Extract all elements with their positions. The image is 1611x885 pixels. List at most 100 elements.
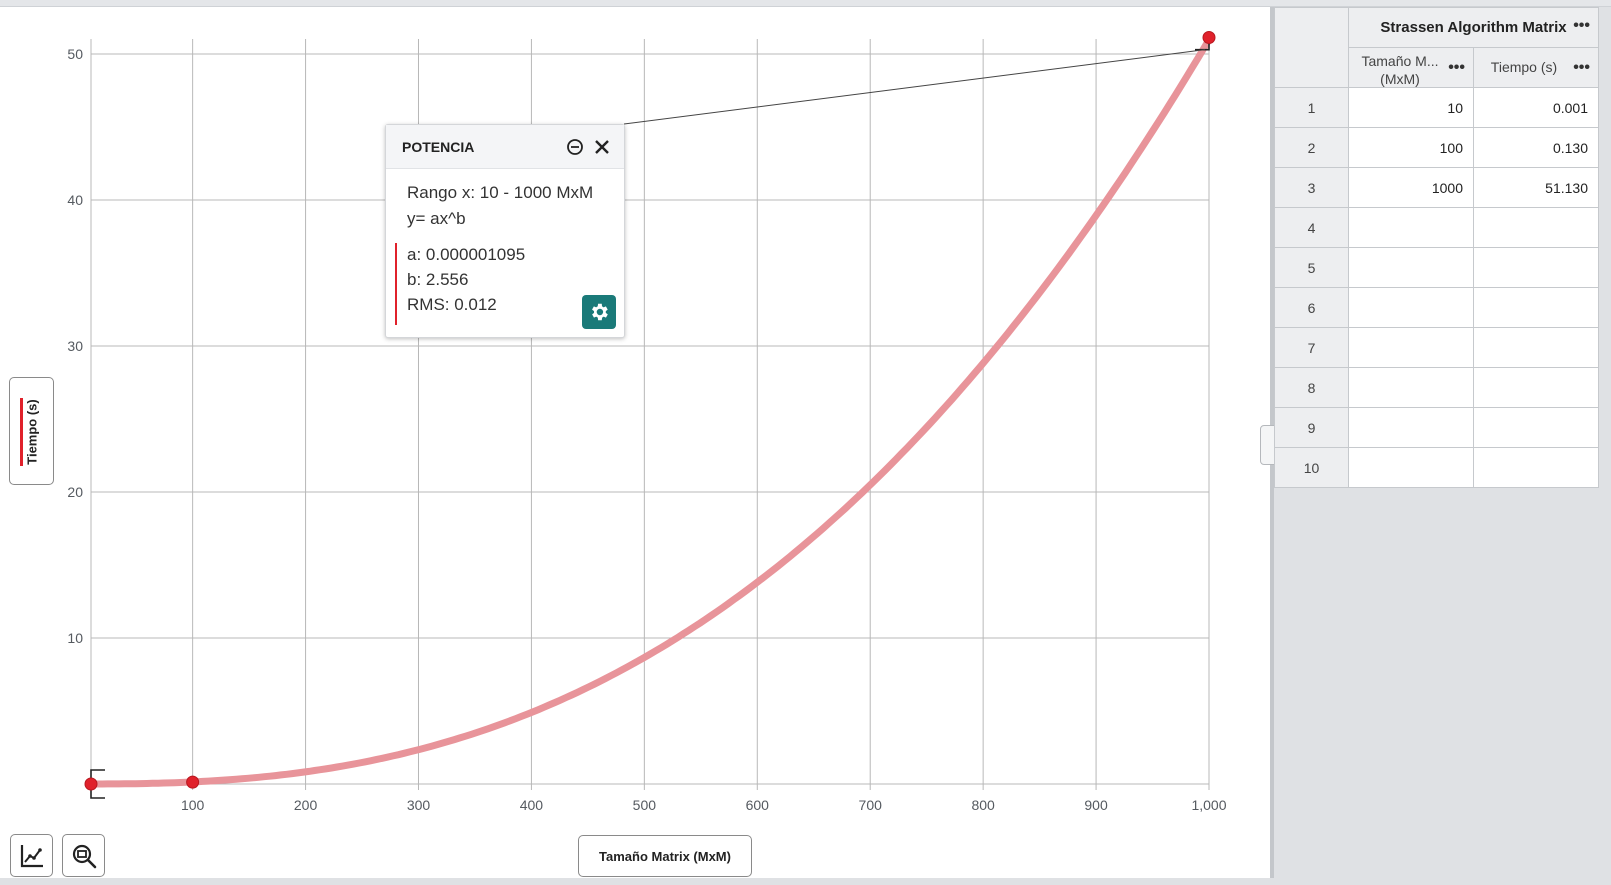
- row-number[interactable]: 2: [1274, 127, 1349, 168]
- more-horizontal-icon[interactable]: •••: [1448, 59, 1465, 76]
- fit-series-bar: [395, 243, 397, 325]
- cell-y[interactable]: [1473, 287, 1599, 328]
- fit-equation: y= ax^b: [407, 209, 466, 228]
- fit-range: Rango x: 10 - 1000 MxM: [407, 183, 594, 202]
- curve-fit-header: POTENCIA: [386, 125, 624, 169]
- table-row[interactable]: 2 100 0.130: [1274, 127, 1599, 168]
- cell-x[interactable]: [1348, 407, 1474, 448]
- data-point: [1202, 31, 1216, 45]
- row-number[interactable]: 3: [1274, 167, 1349, 208]
- cell-x[interactable]: [1348, 447, 1474, 488]
- column-x-unit: (MxM): [1380, 71, 1420, 87]
- row-number[interactable]: 6: [1274, 287, 1349, 328]
- x-tick-label: 200: [294, 797, 318, 813]
- x-tick-label: 100: [181, 797, 205, 813]
- top-bar: [0, 0, 1611, 7]
- column-y-name: Tiempo (s): [1490, 59, 1558, 75]
- table-row[interactable]: 1 10 0.001: [1274, 87, 1599, 128]
- graph-pane[interactable]: 100 200 300 400 500 600 700 800 900 1,000 10 20 30 40…: [0, 7, 1270, 878]
- table-row[interactable]: 10: [1274, 447, 1599, 488]
- x-tick-label: 700: [859, 797, 883, 813]
- y-axis-label: Tiempo (s): [24, 399, 40, 465]
- table-title-cell[interactable]: Strassen Algorithm Matrix •••: [1348, 7, 1599, 48]
- x-tick-label: 1,000: [1191, 797, 1226, 813]
- column-header-x[interactable]: Tamaño M... (MxM) •••: [1348, 47, 1474, 88]
- row-number[interactable]: 5: [1274, 247, 1349, 288]
- row-number[interactable]: 1: [1274, 87, 1349, 128]
- cell-x[interactable]: [1348, 327, 1474, 368]
- data-table: Strassen Algorithm Matrix ••• Tamaño M..…: [1274, 7, 1599, 488]
- fit-param-a: a: 0.000001095: [407, 245, 526, 264]
- curve-fit-title: POTENCIA: [402, 139, 475, 155]
- table-row[interactable]: 7: [1274, 327, 1599, 368]
- table-body: 1 10 0.001 2 100 0.130 3 1000 51.130 4 5 6 7 8 9 10: [1274, 87, 1599, 488]
- fit-param-b: b: 2.556: [407, 270, 469, 289]
- fit-curve: [87, 36, 1213, 788]
- column-x-name: Tamaño M...: [1361, 53, 1439, 69]
- cell-x[interactable]: [1348, 367, 1474, 408]
- table-pane: Strassen Algorithm Matrix ••• Tamaño M..…: [1274, 7, 1611, 878]
- y-tick-label: 50: [67, 46, 83, 62]
- cell-x[interactable]: 1000: [1348, 167, 1474, 208]
- chart[interactable]: 100 200 300 400 500 600 700 800 900 1,000 10 20 30 40…: [0, 7, 1270, 878]
- data-point: [186, 775, 200, 789]
- y-tick-label: 30: [67, 338, 83, 354]
- table-row[interactable]: 4: [1274, 207, 1599, 248]
- zoom-fit-button[interactable]: [62, 834, 105, 877]
- x-tick-label: 800: [971, 797, 995, 813]
- table-row[interactable]: 5: [1274, 247, 1599, 288]
- graph-tools-button[interactable]: [10, 834, 53, 877]
- cell-y[interactable]: [1473, 367, 1599, 408]
- x-tick-label: 600: [746, 797, 770, 813]
- cell-y[interactable]: [1473, 407, 1599, 448]
- cell-y[interactable]: [1473, 247, 1599, 288]
- y-tick-label: 40: [67, 192, 83, 208]
- curve-fit-box[interactable]: POTENCIA Rango x: 10 - 1000 MxM y= ax^b …: [385, 124, 625, 338]
- series-color-swatch: [20, 398, 23, 466]
- minus-circle-icon[interactable]: [566, 138, 584, 156]
- cell-y[interactable]: [1473, 327, 1599, 368]
- gear-icon: [592, 303, 608, 321]
- cell-x[interactable]: [1348, 287, 1474, 328]
- column-header-x-label: Tamaño M... (MxM): [1355, 52, 1445, 88]
- x-tick-label: 500: [633, 797, 657, 813]
- data-point: [84, 777, 98, 791]
- cell-y[interactable]: [1473, 447, 1599, 488]
- cell-y[interactable]: [1473, 207, 1599, 248]
- x-tick-label: 300: [407, 797, 431, 813]
- close-icon[interactable]: [593, 138, 611, 156]
- cell-y[interactable]: 51.130: [1473, 167, 1599, 208]
- cell-x[interactable]: 100: [1348, 127, 1474, 168]
- table-row[interactable]: 9: [1274, 407, 1599, 448]
- zoom-fit-icon: [72, 844, 96, 868]
- row-number[interactable]: 9: [1274, 407, 1349, 448]
- table-row[interactable]: 8: [1274, 367, 1599, 408]
- cell-y[interactable]: 0.001: [1473, 87, 1599, 128]
- line-chart-icon: [20, 844, 43, 867]
- y-tick-label: 10: [67, 630, 83, 646]
- x-tick-label: 400: [520, 797, 544, 813]
- row-number[interactable]: 10: [1274, 447, 1349, 488]
- fit-rms: RMS: 0.012: [407, 295, 497, 314]
- cell-x[interactable]: [1348, 207, 1474, 248]
- column-header-y[interactable]: Tiempo (s) •••: [1473, 47, 1599, 88]
- table-row[interactable]: 3 1000 51.130: [1274, 167, 1599, 208]
- x-tick-label: 900: [1084, 797, 1108, 813]
- fit-leader-line: [623, 49, 1206, 125]
- row-number[interactable]: 7: [1274, 327, 1349, 368]
- cell-y[interactable]: 0.130: [1473, 127, 1599, 168]
- row-number[interactable]: 4: [1274, 207, 1349, 248]
- more-horizontal-icon[interactable]: •••: [1573, 17, 1590, 34]
- table-row[interactable]: 6: [1274, 287, 1599, 328]
- x-axis-label-button[interactable]: Tamaño Matrix (MxM): [578, 835, 752, 877]
- more-horizontal-icon[interactable]: •••: [1573, 59, 1590, 76]
- y-axis-label-button[interactable]: Tiempo (s): [9, 377, 54, 485]
- table-title: Strassen Algorithm Matrix: [1380, 19, 1567, 36]
- cell-x[interactable]: 10: [1348, 87, 1474, 128]
- fit-settings-button[interactable]: [582, 295, 616, 329]
- cell-x[interactable]: [1348, 247, 1474, 288]
- row-number[interactable]: 8: [1274, 367, 1349, 408]
- y-tick-label: 20: [67, 484, 83, 500]
- table-corner: [1274, 7, 1349, 88]
